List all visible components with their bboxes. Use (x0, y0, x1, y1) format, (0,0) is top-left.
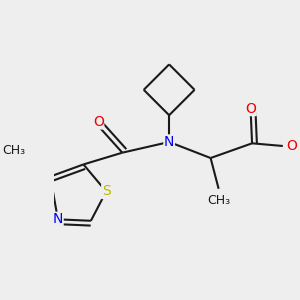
Text: O: O (286, 139, 297, 153)
Text: CH₃: CH₃ (2, 144, 25, 157)
Text: S: S (102, 184, 110, 199)
Text: O: O (245, 101, 256, 116)
Text: N: N (53, 212, 63, 226)
Text: N: N (164, 135, 174, 149)
Text: O: O (93, 115, 104, 129)
Text: CH₃: CH₃ (207, 194, 230, 207)
